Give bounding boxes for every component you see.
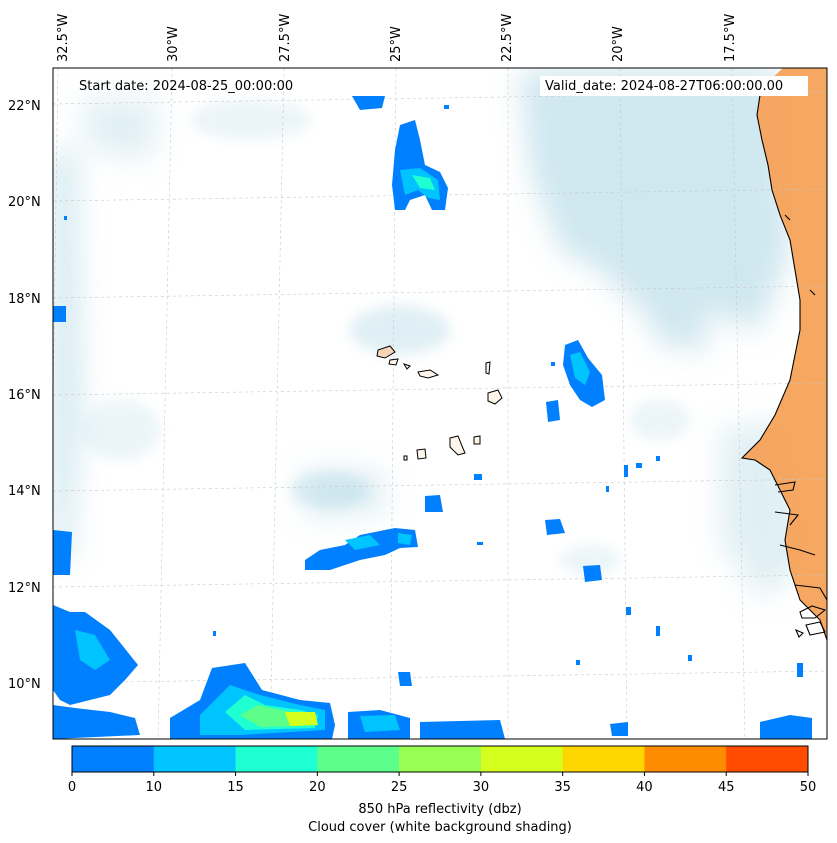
colorbar-tick-label: 30 (473, 780, 490, 795)
colorbar-swatches (72, 746, 809, 772)
colorbar-tick-label: 40 (636, 780, 653, 795)
reflectivity-cell (398, 672, 412, 686)
start-date-label: Start date: 2024-08-25_00:00:00 (79, 79, 293, 94)
reflectivity-cell (545, 519, 565, 535)
west-africa-landmass (742, 68, 827, 640)
colorbar-swatch (480, 746, 564, 772)
lon-label: 20°W (611, 26, 626, 62)
colorbar-swatch (562, 746, 645, 772)
lat-label: 20°N (8, 195, 41, 210)
island-boa-vista (487, 389, 503, 405)
reflectivity-cell (75, 630, 110, 670)
reflectivity-cell (352, 96, 385, 110)
reflectivity-cell (570, 352, 590, 385)
island-fogo (416, 448, 427, 460)
colorbar-swatch (235, 746, 318, 772)
lon-label: 32.5°W (56, 14, 71, 62)
reflectivity-cell (546, 400, 560, 422)
lon-label: 30°W (166, 26, 181, 62)
reflectivity-cell (412, 175, 435, 190)
lat-label: 12°N (8, 581, 41, 596)
island-santiago (449, 435, 466, 456)
reflectivity-cell (398, 533, 412, 545)
island-maio (473, 435, 481, 445)
map-plot-area[interactable] (48, 68, 827, 739)
colorbar-swatch (153, 746, 237, 772)
reflectivity-cell (285, 712, 318, 726)
island-santa-luzia (402, 363, 411, 370)
reflectivity-cell (53, 705, 140, 739)
lat-label: 16°N (8, 388, 41, 403)
reflectivity-cell (345, 535, 380, 550)
lon-label: 22.5°W (500, 14, 515, 62)
lat-label: 18°N (8, 292, 41, 307)
colorbar-swatch (317, 746, 400, 772)
colorbar-tick-label: 25 (391, 780, 408, 795)
cabo-verde-islands (376, 345, 503, 461)
colorbar-tick-label: 45 (718, 780, 735, 795)
lat-label: 14°N (8, 484, 41, 499)
colorbar-tick-label: 15 (227, 780, 244, 795)
coastline (740, 94, 827, 641)
reflectivity-cell (760, 715, 812, 739)
reflectivity-cell (360, 715, 400, 732)
reflectivity-cell (420, 720, 505, 739)
colorbar-tick-label: 35 (554, 780, 571, 795)
reflectivity-cell (53, 306, 66, 322)
colorbar-swatch (399, 746, 482, 772)
cloud-cover-wisps (80, 100, 690, 575)
island-sao-vicente (388, 358, 399, 366)
island-sao-nicolau (417, 369, 440, 379)
reflectivity-cells (53, 96, 812, 739)
graticule (53, 68, 827, 739)
island-sal (485, 361, 491, 375)
colorbar: 0 10 15 20 25 30 35 40 45 50 850 hPa reflectivity… (68, 745, 816, 835)
reflectivity-cell (610, 722, 628, 736)
colorbar-swatch (644, 746, 727, 772)
map-frame (52, 67, 828, 740)
latitude-labels: 22°N 20°N 18°N 16°N 14°N 12°N 10°N (8, 99, 41, 692)
colorbar-swatch (726, 746, 809, 772)
colorbar-label: 850 hPa reflectivity (dbz) (358, 802, 521, 817)
colorbar-tick-label: 20 (309, 780, 326, 795)
island-santo-antao (376, 345, 396, 359)
land-west-africa (742, 68, 827, 640)
colorbar-ticks: 0 10 15 20 25 30 35 40 45 50 (68, 772, 816, 795)
lon-label: 25°W (389, 26, 404, 62)
reflectivity-cell (583, 565, 602, 582)
colorbar-swatch (72, 746, 155, 772)
colorbar-tick-label: 10 (146, 780, 163, 795)
cloud-cover-shading (53, 70, 810, 600)
colorbar-tick-label: 0 (68, 780, 76, 795)
valid-date-label: Valid_date: 2024-08-27T06:00:00.00 (545, 79, 783, 94)
lat-label: 10°N (8, 677, 41, 692)
reflectivity-cell (53, 530, 72, 575)
lat-label: 22°N (8, 99, 41, 114)
reflectivity-cell (425, 495, 443, 512)
reflectivity-cell (305, 528, 418, 570)
colorbar-frame (71, 745, 809, 773)
valid-date-background (540, 76, 808, 96)
lon-label: 27.5°W (278, 14, 293, 62)
lon-label: 17.5°W (723, 14, 738, 62)
longitude-labels: 32.5°W 30°W 27.5°W 25°W 22.5°W 20°W 17.5… (56, 14, 738, 62)
colorbar-tick-label: 50 (800, 780, 817, 795)
colorbar-sublabel: Cloud cover (white background shading) (308, 820, 572, 835)
island-brava (403, 455, 408, 461)
